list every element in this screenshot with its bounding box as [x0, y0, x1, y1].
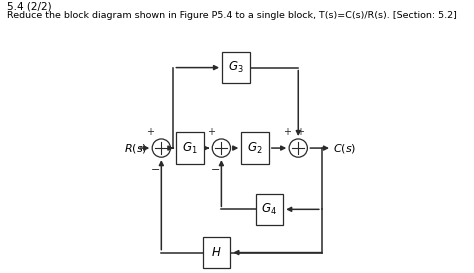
Text: $-$: $-$ — [210, 163, 220, 173]
Text: $C(s)$: $C(s)$ — [333, 142, 356, 155]
Text: $+$: $+$ — [146, 126, 155, 136]
Text: $-$: $-$ — [150, 163, 160, 173]
Text: $G_4$: $G_4$ — [262, 202, 277, 217]
Text: $+$: $+$ — [283, 126, 292, 136]
Text: $+$: $+$ — [296, 126, 305, 136]
Text: $G_3$: $G_3$ — [228, 60, 244, 75]
Text: 5.4 (2/2): 5.4 (2/2) — [7, 1, 52, 11]
Text: $G_1$: $G_1$ — [182, 141, 198, 156]
Text: $R(s)$: $R(s)$ — [124, 142, 147, 155]
Bar — [222, 52, 250, 83]
Bar — [241, 132, 269, 164]
Text: $+$: $+$ — [207, 126, 216, 136]
Text: Reduce the block diagram shown in Figure P5.4 to a single block, T(s)=C(s)/R(s).: Reduce the block diagram shown in Figure… — [7, 11, 457, 20]
Bar — [203, 237, 230, 268]
Bar — [176, 132, 204, 164]
Text: $G_2$: $G_2$ — [247, 141, 263, 156]
Text: $H$: $H$ — [211, 246, 222, 259]
Bar — [255, 194, 283, 225]
